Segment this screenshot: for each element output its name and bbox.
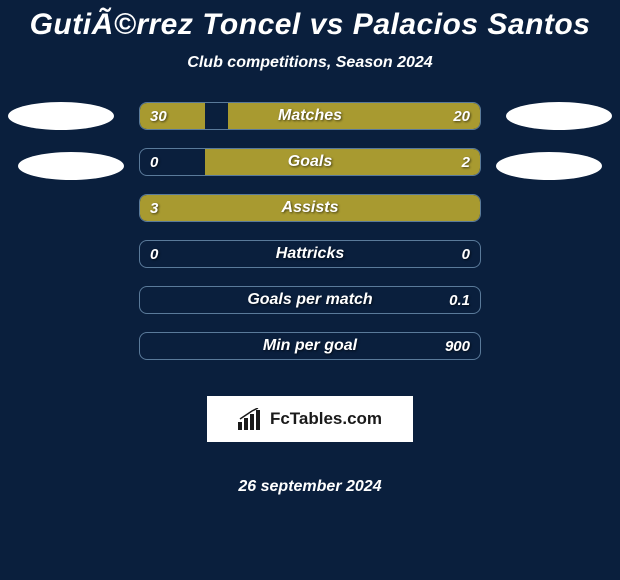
stat-value-left: 0 [150, 246, 158, 263]
stat-fill-right [205, 149, 480, 175]
stat-value-right: 0.1 [449, 292, 470, 309]
stat-label: Min per goal [263, 337, 357, 355]
page-title: GutiÃ©rrez Toncel vs Palacios Santos [30, 8, 591, 42]
stat-row-min-per-goal: Min per goal 900 [139, 332, 481, 360]
chart-icon [238, 408, 264, 430]
stat-value-right: 900 [445, 338, 470, 355]
stat-label: Assists [282, 199, 339, 217]
stat-row-matches: 30 Matches 20 [139, 102, 481, 130]
player-photo-placeholder-right-1 [506, 102, 612, 130]
player-photo-placeholder-left-2 [18, 152, 124, 180]
logo-text: FcTables.com [270, 409, 382, 429]
stat-label: Matches [278, 107, 342, 125]
stat-value-left: 0 [150, 154, 158, 171]
player-photo-placeholder-left-1 [8, 102, 114, 130]
date-label: 26 september 2024 [238, 478, 381, 496]
stat-value-left: 30 [150, 108, 167, 125]
subtitle: Club competitions, Season 2024 [187, 54, 432, 72]
stat-value-right: 2 [462, 154, 470, 171]
stat-row-assists: 3 Assists [139, 194, 481, 222]
main-container: GutiÃ©rrez Toncel vs Palacios Santos Clu… [0, 0, 620, 496]
stat-value-right: 0 [462, 246, 470, 263]
stat-label: Goals [288, 153, 332, 171]
stat-row-hattricks: 0 Hattricks 0 [139, 240, 481, 268]
stat-value-right: 20 [453, 108, 470, 125]
stat-value-left: 3 [150, 200, 158, 217]
stat-label: Hattricks [276, 245, 344, 263]
stat-fill-right [228, 103, 480, 129]
stat-row-goals-per-match: Goals per match 0.1 [139, 286, 481, 314]
stat-row-goals: 0 Goals 2 [139, 148, 481, 176]
fctables-logo[interactable]: FcTables.com [207, 396, 413, 442]
stats-area: 30 Matches 20 0 Goals 2 3 Assists 0 Hatt… [0, 102, 620, 496]
stat-label: Goals per match [247, 291, 372, 309]
player-photo-placeholder-right-2 [496, 152, 602, 180]
